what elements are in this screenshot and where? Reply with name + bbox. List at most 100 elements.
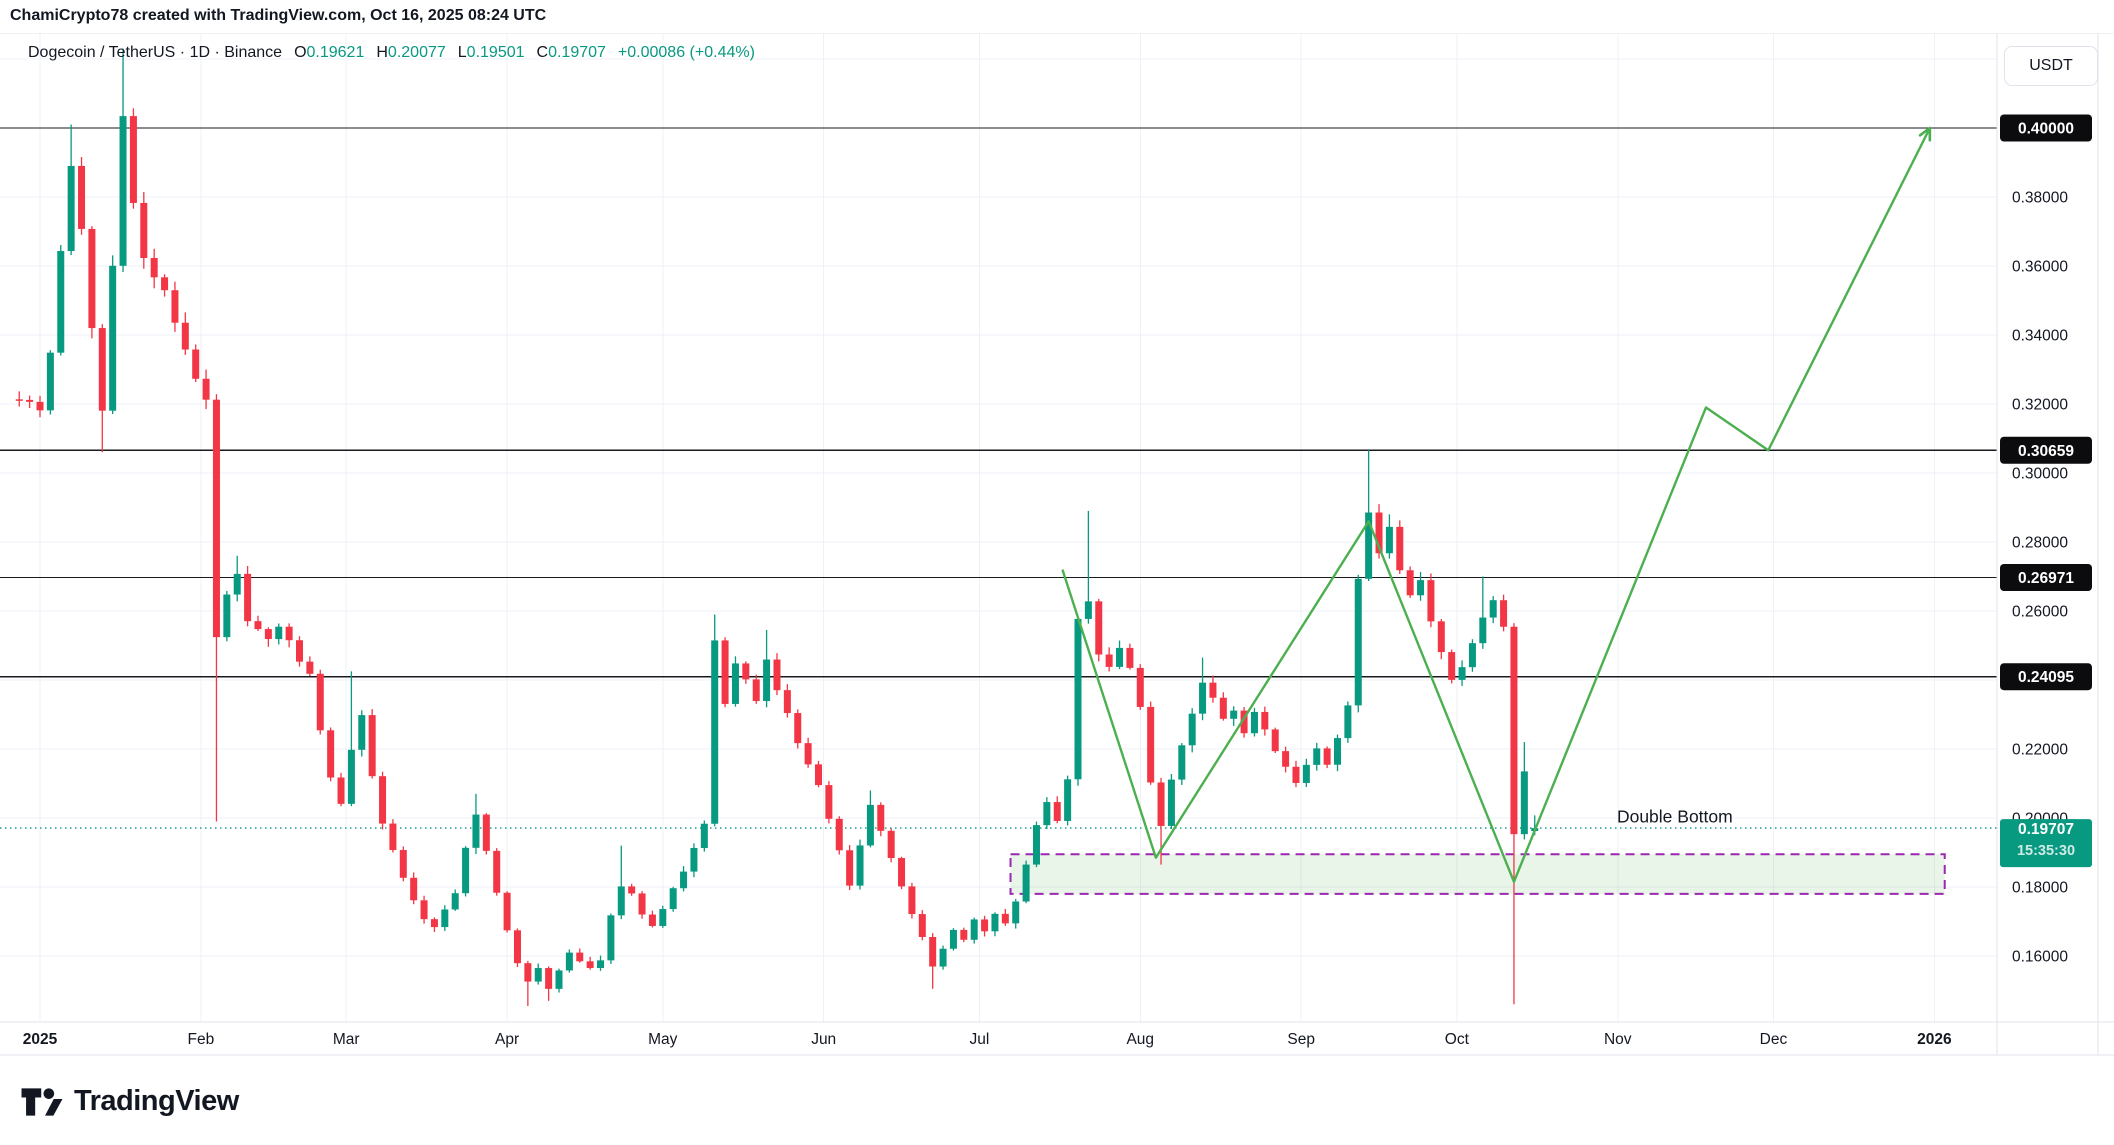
candle[interactable] — [347, 671, 355, 807]
candle[interactable] — [1468, 639, 1476, 672]
candle[interactable] — [1178, 743, 1186, 785]
candle[interactable] — [1396, 520, 1404, 574]
candle[interactable] — [1126, 643, 1134, 670]
candle[interactable] — [1064, 775, 1072, 826]
candle[interactable] — [1012, 898, 1020, 929]
candle[interactable] — [866, 790, 874, 848]
candle[interactable] — [545, 966, 553, 1001]
candle[interactable] — [503, 891, 511, 933]
candle[interactable] — [254, 615, 262, 632]
candle[interactable] — [711, 614, 719, 827]
candle[interactable] — [129, 108, 137, 209]
candle[interactable] — [119, 48, 127, 273]
candle[interactable] — [565, 949, 573, 973]
candle[interactable] — [379, 771, 387, 830]
candle[interactable] — [410, 872, 418, 905]
candle[interactable] — [1500, 594, 1508, 632]
candle[interactable] — [202, 369, 210, 410]
candle[interactable] — [908, 882, 916, 919]
candle[interactable] — [742, 661, 750, 684]
candle[interactable] — [1043, 797, 1051, 829]
candle[interactable] — [1520, 742, 1528, 840]
candle[interactable] — [898, 856, 906, 890]
candle[interactable] — [1271, 727, 1279, 754]
candle[interactable] — [991, 912, 999, 937]
double-bottom-label[interactable]: Double Bottom — [1617, 806, 1733, 826]
candle[interactable] — [15, 391, 23, 407]
candle[interactable] — [1240, 707, 1248, 738]
candle[interactable] — [825, 781, 833, 824]
candle[interactable] — [939, 945, 947, 970]
candle[interactable] — [669, 886, 677, 912]
candle[interactable] — [1458, 660, 1466, 686]
candle[interactable] — [597, 955, 605, 971]
candle[interactable] — [555, 968, 563, 993]
trend-arrow[interactable] — [1061, 126, 1932, 884]
candle[interactable] — [607, 913, 615, 964]
candle[interactable] — [576, 948, 584, 963]
candle[interactable] — [835, 816, 843, 855]
candle[interactable] — [181, 312, 189, 355]
time-axis[interactable]: 2025 Feb Mar Apr May Jun Jul Aug Sep Oct Nov Dec 202… — [23, 1031, 1952, 1048]
candle[interactable] — [1448, 649, 1456, 684]
candle[interactable] — [773, 653, 781, 696]
candle[interactable] — [1344, 701, 1352, 743]
candle[interactable] — [451, 889, 459, 911]
candle[interactable] — [700, 820, 708, 852]
candle[interactable] — [212, 394, 220, 822]
candle[interactable] — [306, 656, 314, 676]
candle[interactable] — [815, 760, 822, 788]
candle[interactable] — [482, 813, 490, 855]
candle[interactable] — [534, 963, 542, 985]
candle[interactable] — [1417, 571, 1425, 601]
candle[interactable] — [46, 350, 54, 415]
candle[interactable] — [368, 709, 376, 779]
candle[interactable] — [244, 565, 252, 627]
candle[interactable] — [1250, 707, 1258, 737]
candle[interactable] — [1292, 760, 1300, 788]
candle[interactable] — [430, 917, 438, 932]
candle[interactable] — [1147, 701, 1155, 785]
candle[interactable] — [680, 866, 688, 892]
candle[interactable] — [513, 928, 521, 968]
candle[interactable] — [389, 819, 397, 853]
candle[interactable] — [1437, 619, 1445, 660]
candle[interactable] — [264, 627, 272, 647]
candle[interactable] — [970, 917, 978, 944]
candle[interactable] — [877, 802, 885, 837]
candle[interactable] — [1167, 774, 1175, 829]
candle[interactable] — [36, 395, 44, 418]
candle[interactable] — [98, 324, 106, 453]
candle[interactable] — [1199, 657, 1207, 721]
candle[interactable] — [1022, 860, 1030, 904]
candle[interactable] — [1105, 647, 1113, 672]
candle[interactable] — [233, 555, 241, 602]
candle[interactable] — [659, 905, 667, 928]
candle[interactable] — [26, 395, 34, 408]
candle[interactable] — [1282, 746, 1290, 773]
candle[interactable] — [752, 674, 760, 704]
candle[interactable] — [1489, 596, 1497, 624]
candle[interactable] — [327, 727, 335, 782]
candle[interactable] — [493, 848, 501, 896]
candle[interactable] — [275, 623, 283, 645]
candle[interactable] — [1188, 708, 1196, 753]
candle[interactable] — [140, 192, 148, 269]
support-zone[interactable] — [1009, 853, 1946, 895]
candle[interactable] — [78, 157, 86, 235]
candle[interactable] — [783, 684, 791, 718]
candlestick-series[interactable] — [15, 48, 1539, 1007]
candle[interactable] — [420, 895, 428, 924]
candle[interactable] — [721, 637, 729, 708]
candle[interactable] — [981, 915, 989, 937]
candle[interactable] — [462, 846, 470, 897]
candle[interactable] — [960, 927, 968, 943]
candle[interactable] — [1084, 510, 1092, 624]
candle[interactable] — [316, 669, 324, 735]
candle[interactable] — [918, 910, 926, 941]
candle[interactable] — [804, 737, 812, 768]
candle[interactable] — [88, 226, 96, 339]
candle[interactable] — [1095, 598, 1103, 662]
candle[interactable] — [690, 843, 698, 878]
candle[interactable] — [1261, 706, 1269, 736]
